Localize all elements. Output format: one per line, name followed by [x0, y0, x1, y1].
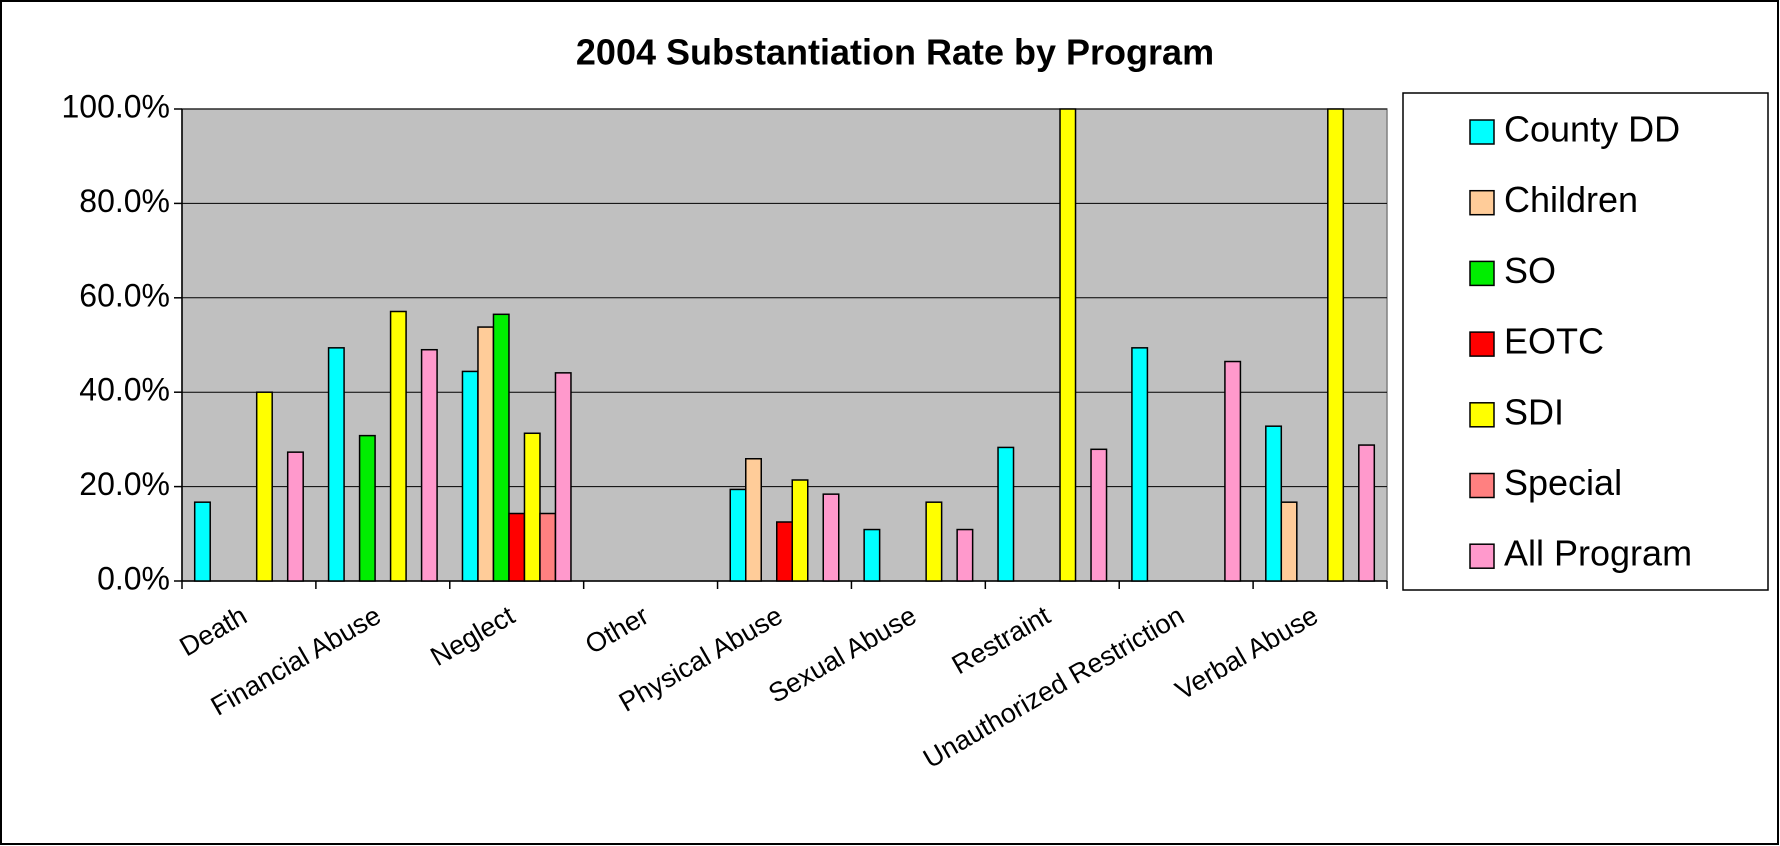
legend-label: EOTC	[1504, 321, 1604, 362]
legend-swatch	[1469, 543, 1495, 569]
bar	[477, 326, 495, 582]
y-tick-label: 100.0%	[61, 88, 170, 124]
legend-swatch	[1469, 402, 1495, 428]
bar	[1265, 425, 1283, 582]
bar	[1327, 108, 1345, 582]
bar	[420, 348, 438, 582]
legend-label: Special	[1504, 462, 1622, 503]
bar	[461, 370, 479, 582]
bar	[492, 313, 510, 582]
bar	[286, 451, 304, 582]
legend-swatch	[1469, 189, 1495, 216]
legend-label: County DD	[1504, 109, 1680, 150]
bar	[508, 512, 526, 582]
bar	[539, 512, 557, 582]
bar	[1131, 347, 1149, 582]
legend-swatch	[1469, 260, 1495, 287]
bar	[791, 479, 809, 582]
bar	[745, 458, 762, 582]
bar	[822, 493, 840, 582]
legend-label: Children	[1504, 179, 1638, 220]
legend-swatch	[1469, 472, 1495, 499]
chart-title: 2004 Substantiation Rate by Program	[576, 32, 1214, 73]
legend-label: SO	[1504, 250, 1556, 291]
bar	[1358, 444, 1376, 582]
bar	[1090, 448, 1108, 582]
bar	[863, 528, 881, 582]
y-tick-label: 0.0%	[97, 560, 170, 596]
y-tick-label: 60.0%	[79, 277, 170, 313]
y-tick-label: 80.0%	[79, 183, 170, 219]
bar	[956, 528, 974, 582]
plot-area	[181, 108, 1388, 582]
legend-label: SDI	[1504, 391, 1564, 432]
y-tick-label: 20.0%	[79, 466, 170, 502]
bar	[729, 488, 747, 582]
bar	[389, 310, 407, 582]
bar	[1280, 501, 1298, 582]
bar	[776, 521, 793, 582]
legend-label: All Program	[1504, 533, 1692, 574]
bar	[554, 372, 572, 582]
legend-swatch	[1469, 331, 1495, 357]
legend-swatch	[1469, 119, 1495, 145]
bar	[925, 501, 943, 582]
bar	[193, 501, 211, 582]
bar	[255, 391, 273, 582]
bar	[523, 432, 541, 582]
legend-box	[1402, 92, 1769, 591]
bar	[1224, 360, 1242, 582]
y-tick-label: 40.0%	[79, 372, 170, 408]
bar	[358, 434, 376, 582]
bar	[997, 446, 1015, 582]
bar	[327, 347, 345, 582]
bar	[1059, 108, 1077, 582]
